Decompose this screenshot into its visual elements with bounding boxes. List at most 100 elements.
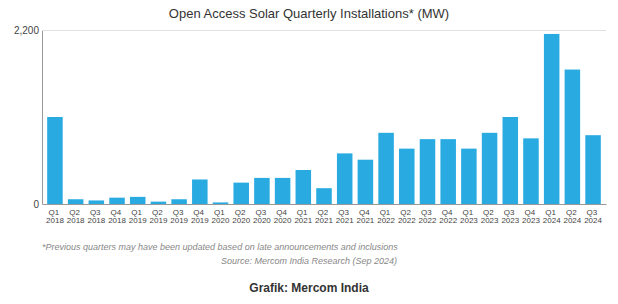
x-tick-label: Q4 2018 (108, 208, 126, 226)
x-tick-label: Q2 2024 (563, 208, 581, 226)
x-tick-label-line: 2020 (232, 216, 250, 225)
annotation: Source: Mercom India Research (Sep 2024) (221, 256, 397, 266)
grid-line (42, 204, 606, 205)
x-tick-label: Q1 2018 (46, 208, 64, 226)
bar (523, 138, 539, 204)
bar (337, 153, 353, 204)
x-tick-label-line: 2023 (460, 216, 478, 225)
x-tick-label-line: 2022 (377, 216, 395, 225)
x-tick: Q2 2020 (232, 208, 250, 226)
x-tick: Q3 2022 (419, 208, 437, 226)
x-tick: Q3 2020 (253, 208, 271, 226)
bar (171, 199, 187, 204)
x-tick: Q2 2019 (150, 208, 168, 226)
x-tick-label-line: 2018 (46, 216, 64, 225)
x-tick: Q2 2023 (481, 208, 499, 226)
x-tick-label-line: 2024 (584, 216, 602, 225)
bar (544, 34, 560, 204)
x-tick-label: Q3 2021 (336, 208, 354, 226)
x-tick-label: Q3 2020 (253, 208, 271, 226)
x-tick-label-line: 2018 (67, 216, 85, 225)
x-tick-label-line: 2019 (191, 216, 209, 225)
x-tick-label: Q4 2023 (522, 208, 540, 226)
x-tick: Q4 2020 (274, 208, 292, 226)
y-axis-line (43, 31, 607, 205)
x-tick-label-line: 2023 (501, 216, 519, 225)
x-tick: Q2 2022 (398, 208, 416, 226)
x-tick-label: Q1 2019 (129, 208, 147, 226)
bars (47, 34, 601, 204)
y-tick-label: 2,200 (14, 25, 39, 36)
bar (296, 170, 312, 204)
x-tick: Q1 2023 (460, 208, 478, 226)
x-tick-label-line: Q1 (545, 208, 558, 217)
x-tick-label: Q1 2024 (543, 208, 561, 226)
x-tick-label: Q2 2018 (67, 208, 85, 226)
x-tick-label-line: Q4 (525, 208, 538, 217)
x-tick: Q2 2018 (67, 208, 85, 226)
x-tick-label: Q1 2020 (212, 208, 230, 226)
bar (358, 160, 374, 204)
x-tick-label-line: Q2 (400, 208, 413, 217)
x-tick-label-line: Q3 (173, 208, 186, 217)
x-tick: Q3 2021 (336, 208, 354, 226)
x-tick-label-line: Q3 (90, 208, 103, 217)
x-tick-label-line: 2018 (108, 216, 126, 225)
x-tick-label-line: Q4 (276, 208, 289, 217)
x-tick-label: Q1 2021 (294, 208, 312, 226)
x-tick-label-line: 2024 (543, 216, 561, 225)
bar (192, 179, 208, 204)
x-tick: Q2 2024 (563, 208, 581, 226)
x-tick-label-line: 2022 (398, 216, 416, 225)
annotation: *Previous quarters may have been updated… (42, 242, 398, 252)
x-tick-label-line: Q4 (111, 208, 124, 217)
x-tick-label: Q3 2018 (87, 208, 105, 226)
x-tick-label-line: 2020 (274, 216, 292, 225)
x-tick-label-line: Q3 (338, 208, 351, 217)
x-tick-label: Q1 2022 (377, 208, 395, 226)
x-tick-label-line: Q2 (318, 208, 331, 217)
x-tick-label: Q2 2019 (150, 208, 168, 226)
x-tick-label-line: 2019 (129, 216, 147, 225)
bar (482, 133, 498, 204)
bar (378, 133, 394, 204)
x-tick-label-line: 2019 (150, 216, 168, 225)
x-tick-label: Q4 2020 (274, 208, 292, 226)
bar (233, 183, 249, 204)
x-tick-label-line: Q2 (69, 208, 82, 217)
x-tick-label: Q4 2019 (191, 208, 209, 226)
x-tick-label: Q4 2022 (439, 208, 457, 226)
x-tick: Q4 2022 (439, 208, 457, 226)
bar (151, 202, 167, 204)
x-tick-label-line: 2024 (563, 216, 581, 225)
x-tick-label-line: 2022 (419, 216, 437, 225)
x-tick-label-line: 2022 (439, 216, 457, 225)
x-tick-label: Q4 2021 (356, 208, 374, 226)
bar (275, 178, 291, 204)
x-tick: Q1 2018 (46, 208, 64, 226)
x-tick-label-line: Q3 (421, 208, 434, 217)
x-tick-label-line: Q2 (483, 208, 496, 217)
x-tick-label-line: 2018 (87, 216, 105, 225)
x-tick-label-line: 2023 (522, 216, 540, 225)
x-tick-label: Q3 2019 (170, 208, 188, 226)
x-tick-label-line: Q3 (587, 208, 600, 217)
x-tick-label: Q3 2022 (419, 208, 437, 226)
x-tick-label-line: Q1 (380, 208, 393, 217)
x-tick: Q4 2021 (356, 208, 374, 226)
y-tick: 2,200 (14, 25, 606, 36)
y-axis: 02,200 (14, 25, 606, 210)
chart: Open Access Solar Quarterly Installation… (0, 0, 618, 304)
x-tick: Q1 2019 (129, 208, 147, 226)
x-tick-label-line: 2020 (212, 216, 230, 225)
bar (254, 178, 270, 204)
x-tick: Q3 2024 (584, 208, 602, 226)
x-axis-line (43, 204, 607, 205)
bar (565, 70, 581, 204)
x-tick: Q2 2021 (315, 208, 333, 226)
annotation: Grafik: Mercom India (249, 281, 369, 295)
bar (399, 149, 415, 204)
plot: 02,200Q1 2018Q2 2018Q3 2018Q4 2018Q1 201… (14, 25, 607, 226)
x-tick-label-line: Q3 (504, 208, 517, 217)
x-tick: Q4 2023 (522, 208, 540, 226)
